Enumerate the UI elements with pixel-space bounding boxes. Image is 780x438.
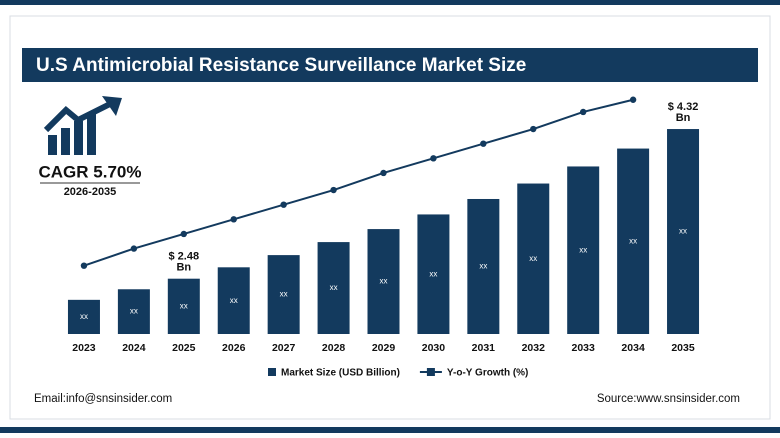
footer-source: Source:www.snsinsider.com — [597, 393, 740, 405]
bar-text: xx — [429, 269, 437, 278]
x-tick-label: 2027 — [272, 342, 296, 354]
x-tick-label: 2031 — [472, 342, 496, 354]
growth-point — [280, 201, 287, 208]
legend-swatch — [268, 368, 276, 376]
legend-label: Y-o-Y Growth (%) — [447, 368, 528, 379]
x-tick-label: 2029 — [372, 342, 396, 354]
bar — [467, 198, 500, 334]
x-tick-label: 2035 — [671, 342, 695, 354]
bar — [167, 278, 200, 334]
growth-point — [230, 216, 237, 223]
frame — [9, 15, 771, 420]
bar-text: xx — [679, 227, 687, 236]
bar-text: xx — [230, 296, 238, 305]
bar — [117, 289, 150, 334]
bar — [617, 148, 650, 334]
growth-point — [380, 169, 387, 177]
bar-text: xx — [579, 245, 587, 254]
callout: Bn — [176, 262, 191, 274]
bar-text: xx — [629, 236, 637, 245]
growth-point — [330, 186, 337, 194]
bar-text: xx — [280, 290, 288, 299]
growth-point — [530, 125, 537, 133]
x-tick-label: 2032 — [522, 342, 546, 354]
cagr-label: CAGR 5.70% — [39, 162, 142, 181]
bar-text: xx — [529, 254, 537, 263]
chart-title: U.S Antimicrobial Resistance Surveillanc… — [36, 55, 526, 76]
footer-email: Email:info@snsinsider.com — [34, 393, 172, 405]
x-tick-label: 2030 — [422, 342, 446, 354]
bar — [67, 299, 100, 334]
bar-text: xx — [180, 301, 188, 310]
bar — [667, 129, 700, 334]
bar-text: xx — [479, 262, 487, 271]
bar-text: xx — [80, 312, 88, 321]
bar — [217, 267, 250, 334]
bar — [517, 183, 550, 334]
growth-point — [430, 155, 437, 162]
x-tick-label: 2033 — [572, 342, 596, 354]
growth-point — [579, 108, 587, 116]
growth-point — [130, 245, 138, 252]
growth-point — [80, 262, 88, 269]
bar — [417, 214, 450, 334]
x-tick-label: 2034 — [621, 342, 645, 354]
bar — [267, 255, 300, 334]
bar — [367, 229, 400, 334]
callout: Bn — [676, 112, 691, 124]
legend-swatch — [426, 368, 435, 376]
x-tick-label: 2028 — [322, 342, 346, 354]
bar-text: xx — [130, 307, 138, 316]
bar — [317, 242, 350, 334]
cagr-period: 2026-2035 — [64, 186, 117, 198]
x-tick-label: 2023 — [72, 342, 96, 354]
title-banner — [22, 48, 758, 82]
growth-point — [180, 230, 188, 238]
growth-point — [480, 140, 487, 147]
x-tick-label: 2026 — [222, 342, 246, 354]
x-tick-label: 2024 — [122, 342, 146, 354]
callout: $ 2.48 — [169, 251, 200, 263]
growth-icon — [43, 96, 122, 155]
callout: $ 4.32 — [668, 101, 699, 113]
legend-label: Market Size (USD Billion) — [281, 368, 400, 379]
bar — [567, 166, 600, 334]
x-tick-label: 2025 — [172, 342, 196, 354]
bar-text: xx — [330, 283, 338, 292]
growth-line — [83, 98, 634, 267]
growth-point — [629, 96, 637, 103]
bottom-strip — [0, 427, 780, 433]
top-strip — [0, 0, 780, 5]
bar-text: xx — [380, 277, 388, 286]
